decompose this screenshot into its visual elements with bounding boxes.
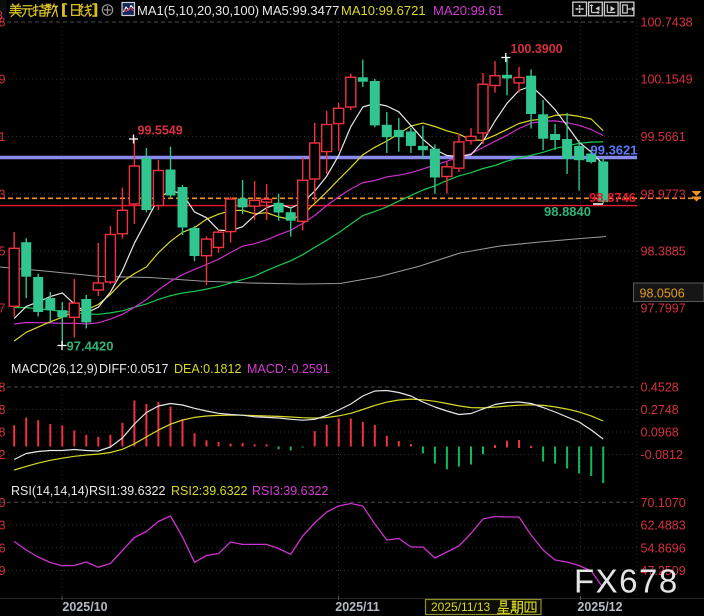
svg-text:3: 3 bbox=[0, 519, 6, 533]
svg-text:8: 8 bbox=[0, 403, 6, 417]
svg-text:54.8696: 54.8696 bbox=[641, 541, 686, 555]
svg-text:99.5661: 99.5661 bbox=[641, 130, 686, 144]
svg-text:99.5549: 99.5549 bbox=[138, 124, 183, 138]
svg-text:98.0506: 98.0506 bbox=[640, 287, 685, 301]
svg-text:RSI2:39.6322: RSI2:39.6322 bbox=[171, 484, 247, 498]
svg-text:MA1(5,10,20,30,100): MA1(5,10,20,30,100) bbox=[137, 3, 259, 18]
svg-text:0.2748: 0.2748 bbox=[641, 403, 679, 417]
svg-text:MACD(26,12,9): MACD(26,12,9) bbox=[11, 362, 98, 376]
svg-text:DIFF:0.0517: DIFF:0.0517 bbox=[99, 362, 169, 376]
svg-text:8: 8 bbox=[0, 16, 6, 30]
svg-text:9: 9 bbox=[0, 73, 6, 87]
svg-text:MA10:99.6721: MA10:99.6721 bbox=[341, 3, 426, 18]
svg-text:98.3885: 98.3885 bbox=[641, 245, 686, 259]
svg-text:DEA:0.1812: DEA:0.1812 bbox=[174, 362, 241, 376]
svg-text:2025/10: 2025/10 bbox=[62, 600, 107, 614]
svg-text:98.8840: 98.8840 bbox=[544, 204, 591, 219]
svg-text:0.4528: 0.4528 bbox=[641, 381, 679, 395]
svg-text:6: 6 bbox=[0, 541, 6, 555]
svg-text:2025/12: 2025/12 bbox=[577, 600, 622, 614]
svg-text:2025/11: 2025/11 bbox=[335, 600, 380, 614]
svg-text:100.1549: 100.1549 bbox=[641, 73, 693, 87]
svg-text:RSI3:39.6322: RSI3:39.6322 bbox=[252, 484, 328, 498]
svg-text:47.2509: 47.2509 bbox=[641, 564, 686, 578]
svg-text:99.3621: 99.3621 bbox=[591, 143, 638, 158]
svg-text:-0.0812: -0.0812 bbox=[641, 448, 683, 462]
svg-text:RSI1:39.6322: RSI1:39.6322 bbox=[89, 484, 165, 498]
svg-text:8: 8 bbox=[0, 9, 3, 23]
svg-text:MACD:-0.2591: MACD:-0.2591 bbox=[247, 362, 330, 376]
svg-text:100.3900: 100.3900 bbox=[511, 42, 563, 56]
svg-text:FX678: FX678 bbox=[574, 563, 679, 600]
svg-text:8: 8 bbox=[0, 381, 6, 395]
svg-text:0.0968: 0.0968 bbox=[641, 426, 679, 440]
svg-text:97.7997: 97.7997 bbox=[641, 302, 686, 316]
svg-text:1: 1 bbox=[0, 130, 6, 144]
svg-text:5: 5 bbox=[0, 245, 6, 259]
svg-text:100.7438: 100.7438 bbox=[641, 16, 693, 30]
svg-text:8: 8 bbox=[0, 426, 6, 440]
svg-text:7: 7 bbox=[0, 302, 6, 316]
svg-text:62.4883: 62.4883 bbox=[641, 519, 686, 533]
svg-text:70.1070: 70.1070 bbox=[641, 496, 686, 510]
svg-text:97.4420: 97.4420 bbox=[67, 339, 114, 354]
svg-text:2: 2 bbox=[0, 448, 6, 462]
svg-text:9: 9 bbox=[0, 564, 6, 578]
svg-text:MA5:99.3477: MA5:99.3477 bbox=[262, 3, 339, 18]
svg-text:3: 3 bbox=[0, 188, 6, 202]
svg-text:RSI(14,14,14): RSI(14,14,14) bbox=[11, 484, 89, 498]
svg-text:98.8746: 98.8746 bbox=[589, 190, 636, 205]
svg-text:2025/11/13: 2025/11/13 bbox=[431, 600, 490, 614]
svg-text:98.9773: 98.9773 bbox=[641, 188, 686, 202]
svg-text:MA20:99.61: MA20:99.61 bbox=[433, 3, 503, 18]
svg-text:0: 0 bbox=[0, 496, 6, 510]
